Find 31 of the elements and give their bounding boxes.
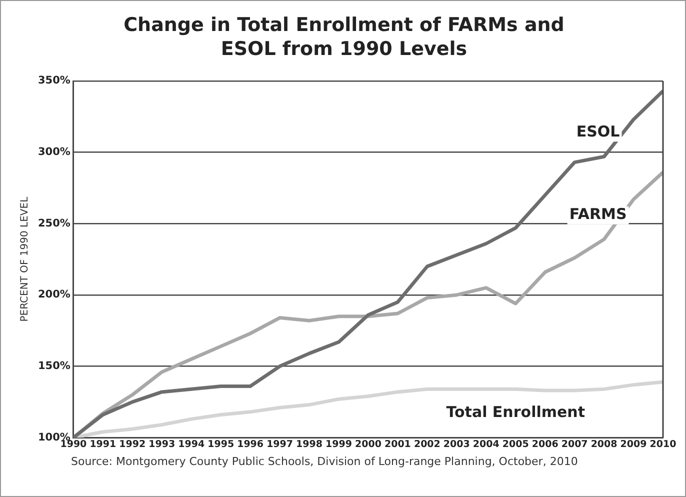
x-tick-label: 2006: [532, 438, 559, 450]
x-tick-label: 1995: [208, 438, 234, 450]
x-tick-label: 2008: [590, 438, 618, 450]
x-tick-label: 1997: [266, 438, 294, 450]
y-tick-label: 250%: [38, 217, 71, 230]
x-tick-label: 2001: [384, 438, 411, 450]
y-tick-label: 350%: [38, 74, 71, 87]
y-tick-label: 150%: [38, 360, 71, 372]
x-tick-label: 2003: [443, 438, 470, 450]
x-tick-label: 2005: [502, 438, 529, 450]
x-tick-label: 2002: [414, 438, 440, 450]
y-axis-title: PERCENT OF 1990 LEVEL: [20, 196, 31, 322]
x-tick-label: 1999: [326, 438, 352, 450]
x-tick-label: 2007: [561, 438, 588, 450]
y-tick-label: 300%: [38, 146, 71, 158]
series-label: FARMS: [569, 205, 627, 224]
x-tick-label: 2000: [354, 438, 382, 450]
series-label: Total Enrollment: [446, 402, 585, 421]
x-tick-label: 1991: [90, 438, 116, 450]
x-tick-label: 2004: [472, 438, 500, 450]
x-tick-label: 2010: [650, 438, 677, 450]
x-tick-label: 1994: [178, 438, 205, 450]
x-tick-label: 1992: [119, 438, 146, 450]
x-tick-label: 1998: [296, 438, 323, 450]
y-tick-label: 200%: [38, 288, 71, 301]
x-tick-label: 1996: [237, 438, 264, 450]
series-label: ESOL: [576, 122, 620, 140]
chart-title: Change in Total Enrollment of FARMs and ESOL from 1990 Levels: [122, 13, 566, 61]
source-note: Source: Montgomery County Public Schools, Division of Long-range Planning, October, 2010: [71, 455, 578, 468]
x-tick-label: 1993: [148, 438, 176, 450]
x-tick-label: 2009: [620, 438, 647, 450]
